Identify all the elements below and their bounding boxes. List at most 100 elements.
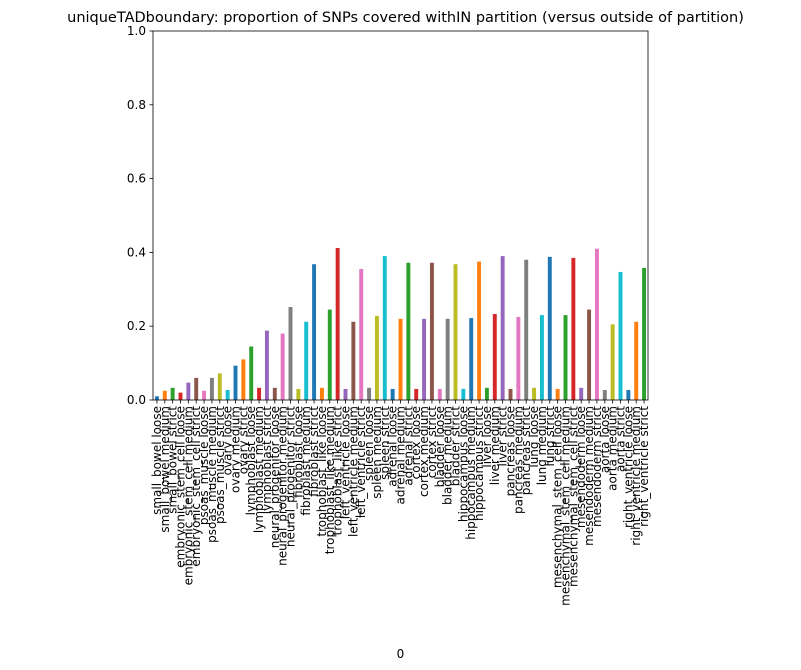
y-tick-label: 0.2 <box>127 319 146 333</box>
bar <box>610 324 615 400</box>
bar <box>202 390 207 400</box>
bar <box>154 396 159 400</box>
bar <box>500 256 505 400</box>
bar <box>272 387 277 400</box>
bar <box>217 373 222 400</box>
x-tick-label: cortex loose <box>409 406 423 479</box>
bar <box>422 318 427 400</box>
bar <box>343 388 348 400</box>
bar <box>390 388 395 400</box>
bar <box>241 359 246 400</box>
y-tick-label: 0.4 <box>127 245 146 259</box>
bar <box>312 264 317 400</box>
x-tick-label: spleen medium <box>370 406 384 499</box>
chart-title: uniqueTADboundary: proportion of SNPs co… <box>67 10 744 26</box>
x-axis-label: 0 <box>397 647 405 661</box>
bar <box>280 333 285 400</box>
x-tick-label: mesendoderm medium <box>582 406 596 546</box>
x-tick-label: aorta medium <box>606 406 620 491</box>
bars-group <box>154 247 647 400</box>
bar <box>335 247 340 400</box>
bar <box>555 388 560 400</box>
x-tick-label: neural_progenitor medium <box>276 406 290 566</box>
x-tick-label: mesendoderm strict <box>590 406 604 527</box>
y-tick-label: 0.6 <box>127 172 146 186</box>
bar <box>469 318 474 400</box>
bar <box>367 387 372 400</box>
bar <box>453 264 458 400</box>
bar <box>319 387 324 400</box>
x-tick-label: liver medium <box>488 406 502 485</box>
x-tick-label: liver loose <box>480 406 494 468</box>
bar <box>374 315 379 400</box>
bar <box>186 382 191 400</box>
x-tick-label: psoas_muscle strict <box>213 406 227 524</box>
y-tick-label: 1.0 <box>127 24 146 38</box>
x-tick-label: spleen strict <box>378 406 392 480</box>
bar <box>359 269 364 400</box>
x-tick-label: liver strict <box>496 406 510 467</box>
bar <box>618 271 623 400</box>
x-tick-label: aorta strict <box>614 406 628 472</box>
x-tick-label: trophoblast_like medium <box>323 406 337 554</box>
x-tick-label: small_bowel loose <box>150 406 164 515</box>
bar <box>516 316 521 400</box>
x-tick-label: lymphoblast loose <box>244 406 258 515</box>
x-tick-label: neural_progenitor strict <box>284 406 298 547</box>
bar <box>233 365 238 400</box>
x-tick-label: bladder medium <box>441 406 455 505</box>
bar <box>170 387 175 400</box>
bar <box>563 315 568 400</box>
bar <box>257 387 262 400</box>
x-tick-label: lung strict <box>543 406 557 467</box>
x-tick-label: lymphoblast medium <box>252 406 266 533</box>
x-tick-label: small_bowel medium <box>158 406 172 533</box>
x-tick-label: embryonic_stem_cell loose <box>174 406 188 568</box>
x-tick-label: bladder strict <box>449 406 463 486</box>
x-tick-label: mesendoderm loose <box>574 406 588 528</box>
x-tick-label: embryonic_stem_cell strict <box>189 406 203 567</box>
bar <box>484 387 489 400</box>
x-tick-label: small_bowel strict <box>166 406 180 514</box>
bar <box>414 388 419 400</box>
x-tick-label: psoas_muscle medium <box>205 406 219 543</box>
y-axis: 0.0 0.2 0.4 0.6 0.8 1.0 <box>127 24 153 407</box>
x-tick-label: lymphoblast strict <box>260 406 274 515</box>
bar <box>579 387 584 400</box>
bar <box>225 390 230 400</box>
bar <box>209 377 214 400</box>
bar <box>547 256 552 400</box>
bar <box>194 377 199 400</box>
x-tick-label: ovary loose <box>221 406 235 475</box>
bar <box>429 262 434 400</box>
x-tick-label: trophoblast_like loose <box>315 406 329 537</box>
bar <box>524 259 529 400</box>
bar <box>351 321 356 400</box>
bar <box>571 257 576 400</box>
bar <box>626 390 631 400</box>
x-tick-label: right_ventricle medium <box>629 406 643 546</box>
x-tick-label: adrenal medium <box>394 406 408 504</box>
x-tick-label: bladder loose <box>433 406 447 487</box>
x-tick-label: left_ventricle strict <box>354 406 368 518</box>
bar <box>602 390 607 400</box>
bar <box>437 388 442 400</box>
bar <box>304 321 309 400</box>
bar <box>539 315 544 400</box>
x-tick-label: mesenchymal_stem_cell medium <box>559 406 573 606</box>
y-tick-label: 0.0 <box>127 393 146 407</box>
x-tick-label: adrenal strict <box>401 406 415 486</box>
bar <box>296 388 301 400</box>
x-tick-label: fibroblast loose <box>291 406 305 498</box>
x-tick-label: fibroblast strict <box>307 406 321 497</box>
bar <box>445 318 450 400</box>
bar <box>382 256 387 400</box>
x-tick-label: hippocampus loose <box>456 406 470 522</box>
bar <box>327 309 332 400</box>
bar <box>406 262 411 400</box>
x-tick-label: psoas_muscle loose <box>197 406 211 525</box>
x-tick-label: aorta loose <box>598 406 612 473</box>
bar <box>492 314 497 400</box>
x-tick-label: cortex strict <box>425 406 439 478</box>
